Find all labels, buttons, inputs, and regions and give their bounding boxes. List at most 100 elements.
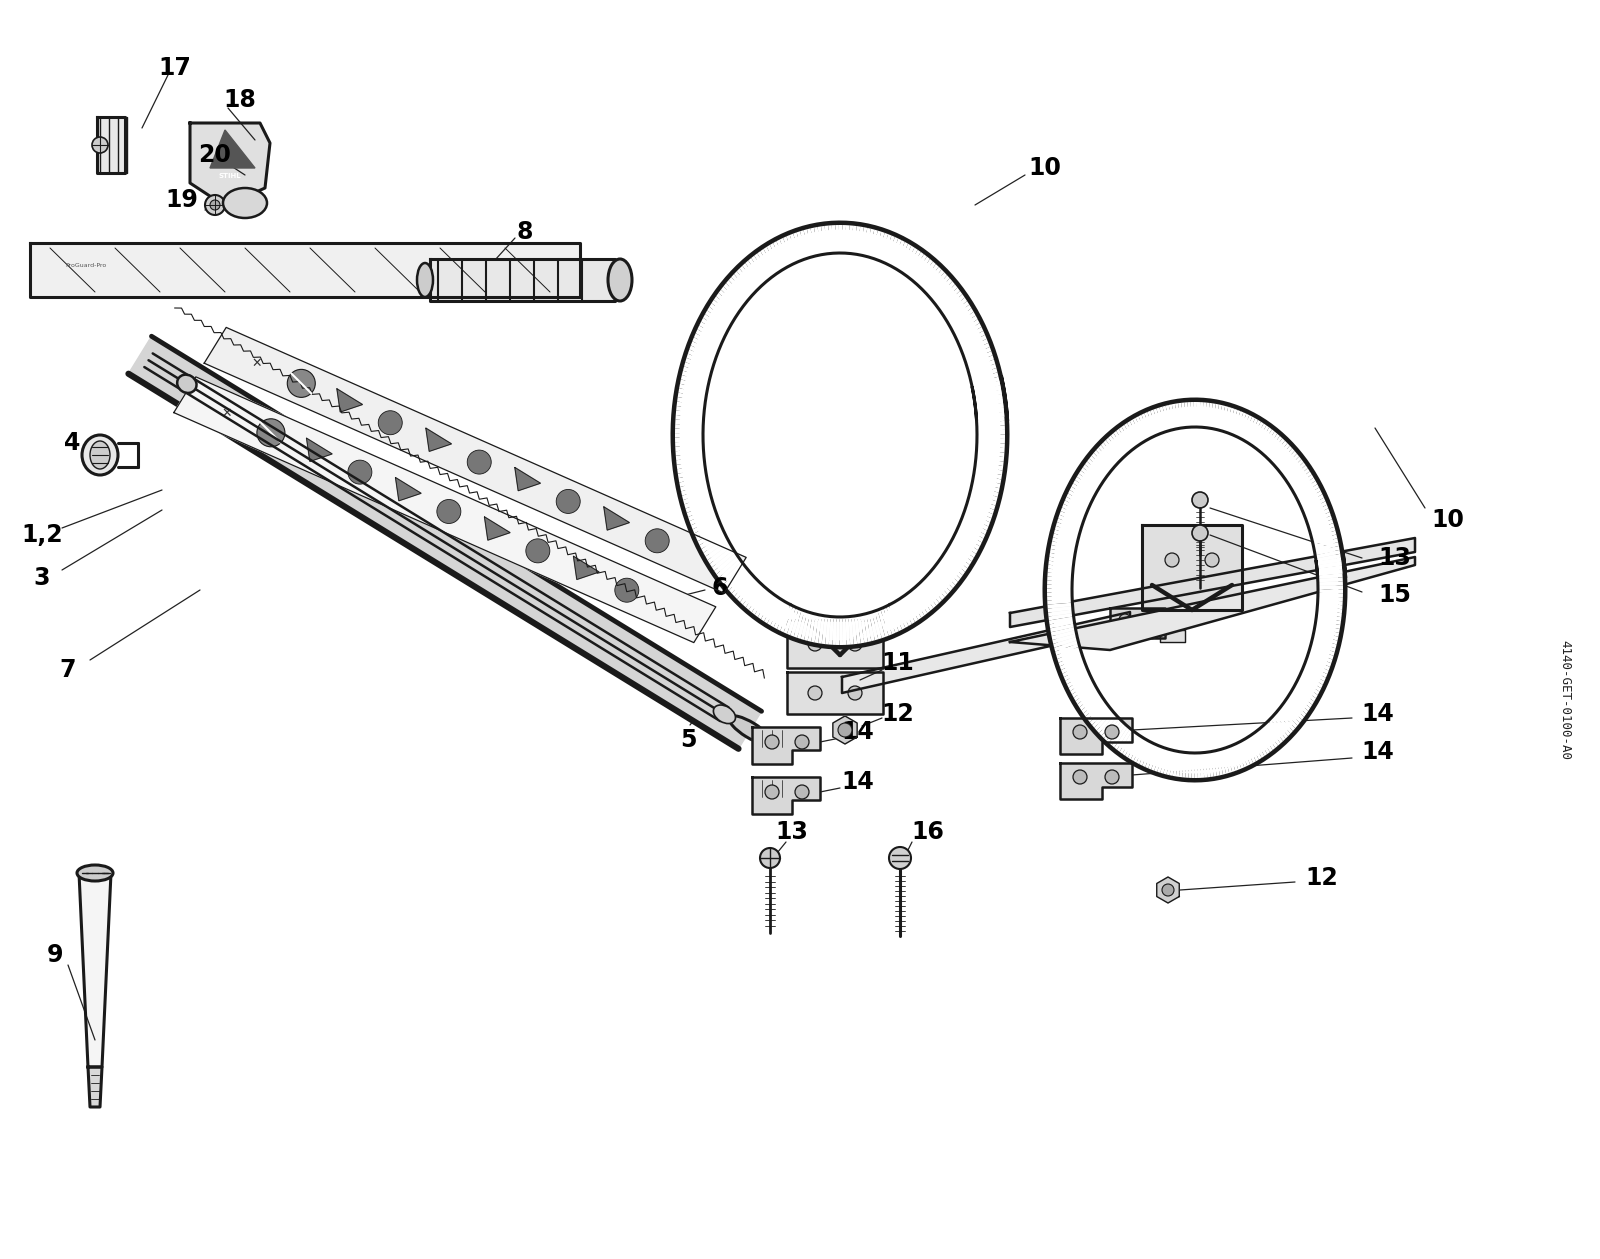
Polygon shape (1304, 501, 1326, 516)
Polygon shape (1221, 749, 1229, 774)
Text: 5: 5 (680, 728, 696, 752)
Polygon shape (899, 597, 915, 624)
Polygon shape (805, 613, 813, 641)
Polygon shape (742, 582, 762, 607)
Polygon shape (910, 254, 926, 281)
Text: 20: 20 (198, 144, 232, 167)
Polygon shape (1080, 467, 1102, 486)
Polygon shape (691, 514, 718, 529)
Polygon shape (1074, 480, 1096, 497)
Polygon shape (1181, 403, 1186, 428)
Polygon shape (974, 466, 1003, 475)
Polygon shape (690, 345, 717, 361)
Polygon shape (1048, 569, 1074, 575)
Ellipse shape (1162, 884, 1174, 896)
Polygon shape (1318, 589, 1342, 593)
Polygon shape (675, 419, 704, 426)
Polygon shape (926, 573, 947, 597)
Polygon shape (973, 385, 1002, 395)
Polygon shape (885, 237, 898, 264)
Polygon shape (1048, 564, 1074, 572)
Polygon shape (944, 550, 968, 572)
Text: 11: 11 (882, 651, 914, 675)
Polygon shape (1048, 573, 1072, 578)
Polygon shape (1131, 737, 1144, 760)
Polygon shape (976, 412, 1005, 419)
Polygon shape (974, 390, 1002, 399)
Polygon shape (1205, 752, 1211, 777)
Polygon shape (976, 408, 1005, 415)
Polygon shape (906, 593, 922, 619)
Polygon shape (678, 388, 707, 398)
Polygon shape (677, 465, 706, 473)
Polygon shape (1317, 613, 1341, 621)
Polygon shape (88, 1066, 102, 1107)
Polygon shape (974, 394, 1003, 403)
Polygon shape (955, 324, 981, 341)
Polygon shape (698, 528, 723, 545)
Polygon shape (922, 267, 941, 292)
Polygon shape (699, 321, 725, 340)
Ellipse shape (1192, 525, 1208, 541)
Polygon shape (915, 585, 933, 611)
Polygon shape (818, 616, 824, 643)
Polygon shape (974, 470, 1002, 480)
Polygon shape (845, 617, 850, 645)
Polygon shape (966, 504, 994, 519)
Ellipse shape (1165, 553, 1179, 567)
Polygon shape (1318, 597, 1342, 602)
Circle shape (347, 460, 371, 485)
Polygon shape (877, 609, 888, 637)
Polygon shape (1064, 500, 1086, 515)
Polygon shape (829, 617, 834, 645)
Polygon shape (1139, 414, 1150, 439)
Polygon shape (723, 283, 746, 306)
Polygon shape (696, 524, 722, 541)
Ellipse shape (795, 735, 810, 749)
Polygon shape (1090, 456, 1109, 476)
Polygon shape (894, 242, 909, 269)
Ellipse shape (1106, 771, 1118, 784)
Polygon shape (949, 541, 974, 562)
Polygon shape (430, 259, 614, 301)
Text: 9: 9 (46, 943, 64, 967)
Polygon shape (976, 403, 1003, 410)
Polygon shape (1277, 710, 1296, 731)
Polygon shape (1149, 744, 1158, 769)
Polygon shape (1048, 613, 1074, 621)
Polygon shape (797, 232, 806, 259)
Polygon shape (770, 243, 784, 271)
Polygon shape (834, 716, 858, 744)
Polygon shape (1266, 436, 1282, 458)
Polygon shape (1163, 405, 1171, 431)
Polygon shape (734, 575, 755, 599)
Polygon shape (1272, 715, 1291, 737)
Polygon shape (1290, 692, 1310, 711)
Polygon shape (782, 237, 795, 264)
Polygon shape (1110, 433, 1128, 456)
Ellipse shape (1205, 553, 1219, 567)
Polygon shape (970, 492, 997, 506)
Polygon shape (675, 441, 704, 447)
Polygon shape (1184, 402, 1189, 427)
Polygon shape (1259, 726, 1275, 750)
Polygon shape (787, 672, 883, 714)
Text: 4140-GET-0100-A0: 4140-GET-0100-A0 (1558, 640, 1571, 760)
Polygon shape (205, 327, 746, 593)
Polygon shape (1302, 666, 1326, 681)
Polygon shape (1197, 753, 1202, 778)
Polygon shape (675, 437, 702, 442)
Polygon shape (678, 393, 706, 402)
Polygon shape (702, 313, 728, 334)
Polygon shape (803, 229, 813, 258)
Polygon shape (749, 587, 766, 612)
Polygon shape (1299, 491, 1322, 507)
Polygon shape (952, 538, 976, 558)
Polygon shape (1298, 679, 1320, 695)
Polygon shape (1267, 438, 1285, 461)
Polygon shape (686, 502, 714, 517)
Polygon shape (1317, 565, 1342, 572)
Polygon shape (1112, 725, 1128, 748)
Polygon shape (797, 611, 808, 638)
Polygon shape (1117, 429, 1131, 452)
